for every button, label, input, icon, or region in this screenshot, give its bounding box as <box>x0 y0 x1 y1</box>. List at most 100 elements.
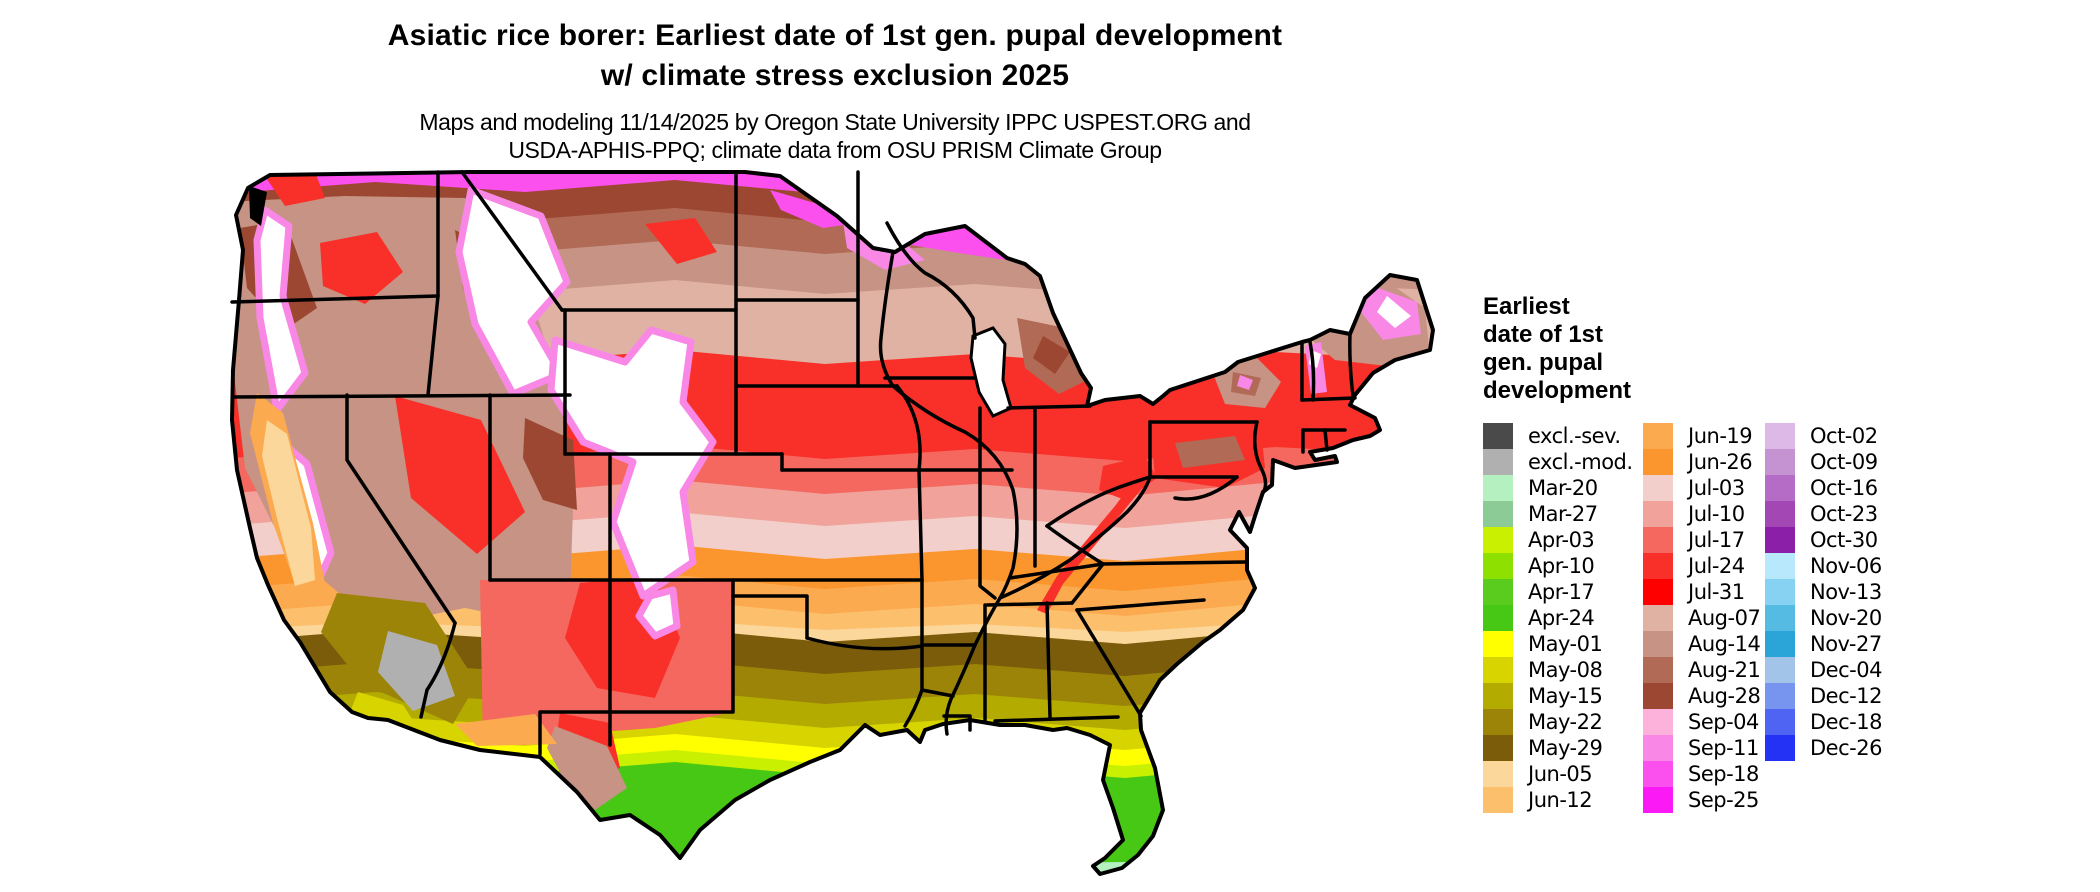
legend-swatch <box>1643 709 1673 735</box>
legend-swatch <box>1643 449 1673 475</box>
legend-title-line: Earliest <box>1483 293 1570 320</box>
map-subtitle-line1: Maps and modeling 11/14/2025 by Oregon S… <box>419 109 1251 135</box>
legend-label: Dec-18 <box>1810 710 1882 734</box>
legend-label: Nov-06 <box>1810 554 1882 578</box>
legend-swatch <box>1765 527 1795 553</box>
legend-label: May-22 <box>1528 710 1603 734</box>
legend-label: Oct-02 <box>1810 424 1878 448</box>
legend-swatch <box>1643 683 1673 709</box>
legend-swatch <box>1483 631 1513 657</box>
us-choropleth-map <box>225 168 1465 892</box>
legend-swatch <box>1765 683 1795 709</box>
legend-swatch <box>1765 735 1795 761</box>
legend-item: Jun-05 <box>1483 761 1633 787</box>
legend-swatch <box>1643 631 1673 657</box>
legend-swatch <box>1643 735 1673 761</box>
us-outline <box>230 170 1435 876</box>
map-title-line2: w/ climate stress exclusion 2025 <box>600 59 1070 92</box>
legend-label: Jun-19 <box>1688 424 1753 448</box>
legend-item: May-01 <box>1483 631 1633 657</box>
legend-label: Oct-16 <box>1810 476 1878 500</box>
legend-swatch <box>1483 787 1513 813</box>
legend-label: Apr-17 <box>1528 580 1595 604</box>
legend-item: Apr-24 <box>1483 605 1633 631</box>
legend-swatch <box>1765 709 1795 735</box>
legend-swatch <box>1483 657 1513 683</box>
legend-swatch <box>1765 449 1795 475</box>
map-title-line1: Asiatic rice borer: Earliest date of 1st… <box>387 19 1283 52</box>
legend-item: excl.-mod. <box>1483 449 1633 475</box>
legend-title-line: gen. pupal <box>1483 349 1603 376</box>
legend-label: excl.-sev. <box>1528 424 1621 448</box>
legend-column: Jun-19 Jun-26 Jul-03 Jul-10 Jul-17 Jul-24 Jul-… <box>1643 423 1761 813</box>
legend-item: Oct-02 <box>1765 423 1882 449</box>
legend-item: Apr-03 <box>1483 527 1633 553</box>
legend-label: Nov-13 <box>1810 580 1882 604</box>
legend-swatch <box>1483 579 1513 605</box>
legend-label: Aug-28 <box>1688 684 1761 708</box>
legend-label: Jul-03 <box>1688 476 1745 500</box>
legend-label: excl.-mod. <box>1528 450 1633 474</box>
legend-item: Sep-04 <box>1643 709 1760 735</box>
legend-swatch <box>1643 657 1673 683</box>
legend-swatch <box>1483 605 1513 631</box>
us-map-svg <box>230 170 1435 876</box>
legend-label: Nov-20 <box>1810 606 1882 630</box>
legend-item: Dec-12 <box>1765 683 1882 709</box>
legend-item: Nov-06 <box>1765 553 1882 579</box>
legend-label: Apr-03 <box>1528 528 1595 552</box>
legend-item: Jul-17 <box>1643 527 1760 553</box>
legend-swatch <box>1483 683 1513 709</box>
legend-item: Jun-12 <box>1483 787 1633 813</box>
legend-label: Apr-10 <box>1528 554 1595 578</box>
map-legend: Earliest date of 1st gen. pupal developm… <box>1483 293 2043 823</box>
legend-item: Jul-03 <box>1643 475 1760 501</box>
legend-item: Sep-18 <box>1643 761 1760 787</box>
legend-swatch <box>1643 501 1673 527</box>
legend-label: Nov-27 <box>1810 632 1882 656</box>
legend-label: May-01 <box>1528 632 1603 656</box>
legend-label: Oct-30 <box>1810 528 1878 552</box>
legend-swatch <box>1643 475 1673 501</box>
legend-item: May-22 <box>1483 709 1633 735</box>
legend-item: Oct-23 <box>1765 501 1882 527</box>
legend-item: Apr-17 <box>1483 579 1633 605</box>
legend-item: Sep-25 <box>1643 787 1760 813</box>
legend-item: Dec-26 <box>1765 735 1882 761</box>
legend-swatch <box>1483 423 1513 449</box>
map-regional-detail <box>232 172 1429 810</box>
legend-title: Earliest date of 1st gen. pupal developm… <box>1483 293 2043 405</box>
legend-swatch <box>1765 631 1795 657</box>
legend-label: Jun-05 <box>1528 762 1593 786</box>
legend-swatch <box>1483 553 1513 579</box>
legend-item: Jul-31 <box>1643 579 1760 605</box>
legend-label: Jul-24 <box>1688 554 1745 578</box>
map-header: Asiatic rice borer: Earliest date of 1st… <box>0 16 1670 164</box>
legend-title-line: date of 1st <box>1483 321 1604 348</box>
legend-label: Dec-12 <box>1810 684 1882 708</box>
legend-item: Aug-14 <box>1643 631 1761 657</box>
legend-label: Aug-21 <box>1688 658 1761 682</box>
legend-swatch <box>1643 787 1673 813</box>
legend-label: Oct-09 <box>1810 450 1878 474</box>
legend-item: Nov-13 <box>1765 579 1882 605</box>
legend-swatch <box>1765 579 1795 605</box>
legend-swatch <box>1765 501 1795 527</box>
legend-item: excl.-sev. <box>1483 423 1633 449</box>
legend-label: Sep-04 <box>1688 710 1759 734</box>
legend-label: Oct-23 <box>1810 502 1878 526</box>
legend-label: May-15 <box>1528 684 1603 708</box>
legend-item: Jul-10 <box>1643 501 1760 527</box>
legend-item: Dec-04 <box>1765 657 1882 683</box>
legend-label: Mar-27 <box>1528 502 1598 526</box>
legend-label: Jun-26 <box>1688 450 1753 474</box>
legend-swatch <box>1643 761 1673 787</box>
puget-sound <box>249 186 267 226</box>
legend-item: Aug-07 <box>1643 605 1761 631</box>
legend-item: Aug-21 <box>1643 657 1761 683</box>
legend-item: Nov-27 <box>1765 631 1882 657</box>
legend-swatch <box>1483 475 1513 501</box>
legend-swatch <box>1643 423 1673 449</box>
legend-swatch <box>1765 475 1795 501</box>
